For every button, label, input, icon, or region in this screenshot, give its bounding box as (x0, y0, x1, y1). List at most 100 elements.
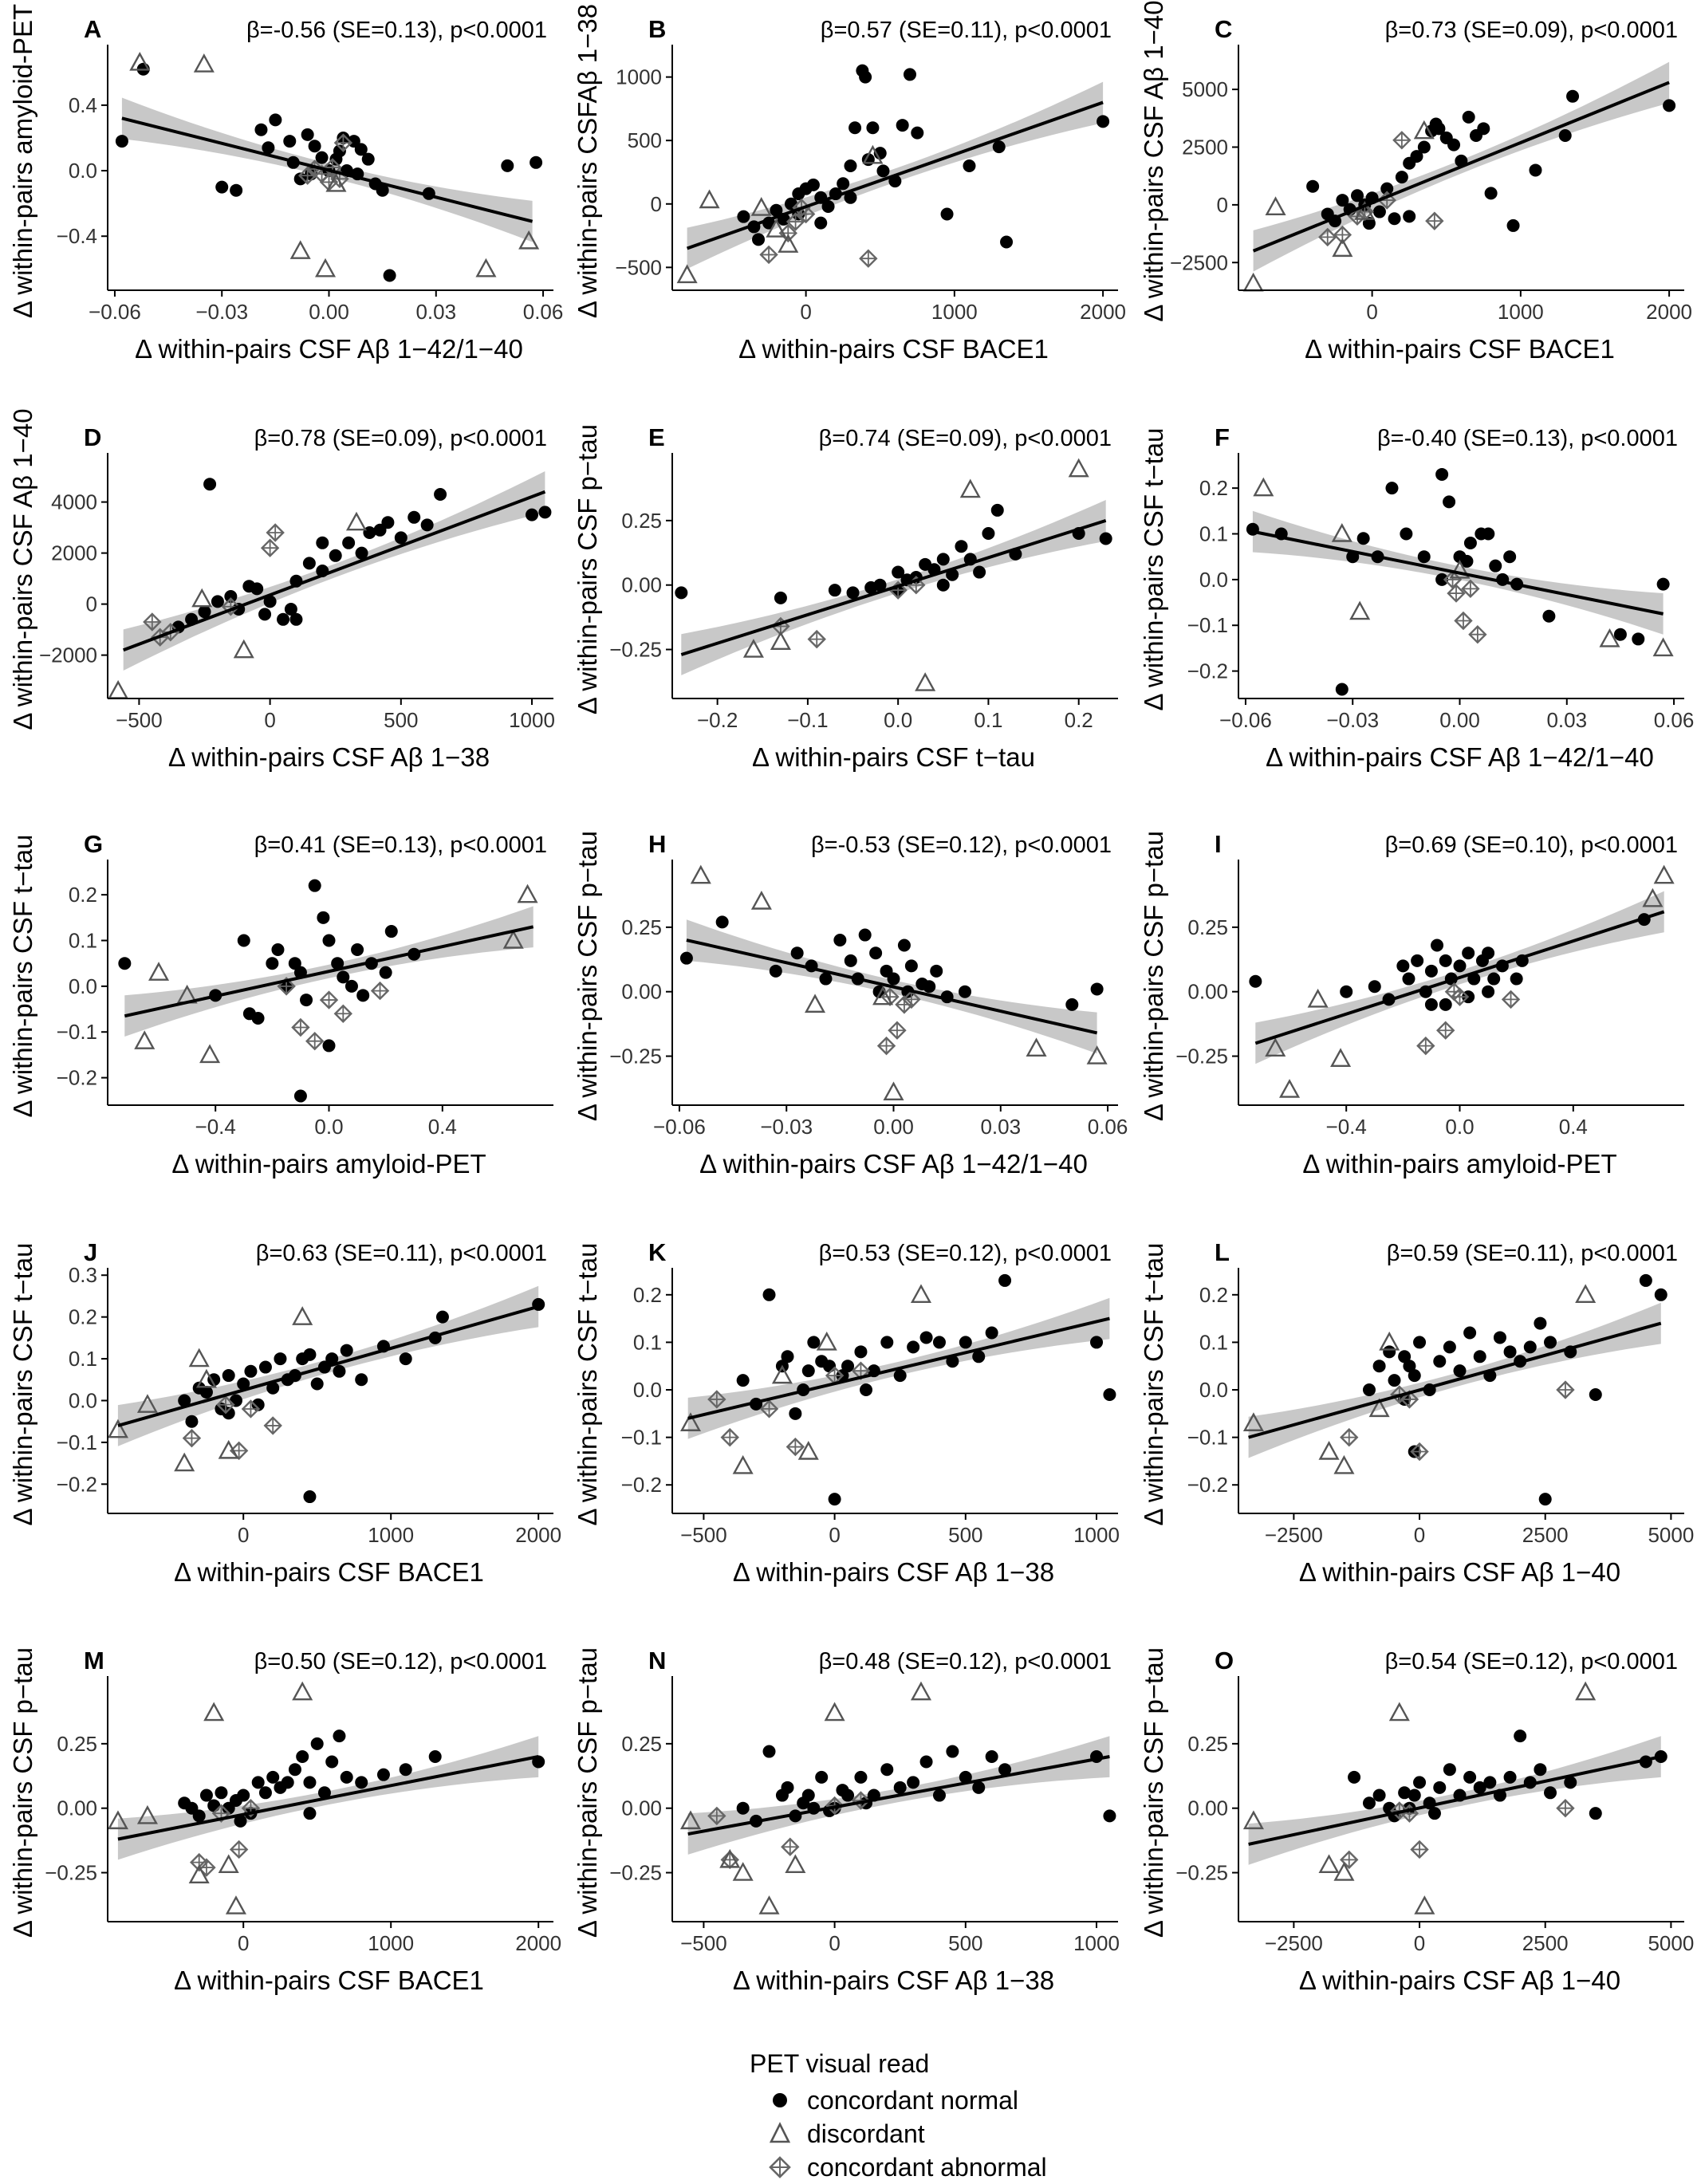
point-concordant-normal (315, 151, 329, 164)
point-concordant-normal (1403, 210, 1416, 223)
point-concordant-normal (420, 518, 434, 532)
point-concordant-normal (837, 177, 850, 191)
x-tick-label: 5000 (1648, 1523, 1694, 1547)
point-concordant-normal (828, 1493, 841, 1506)
point-concordant-normal (281, 1776, 294, 1789)
point-discordant (1599, 628, 1620, 647)
point-concordant-normal (199, 1789, 213, 1802)
x-tick-label: 2500 (1522, 1931, 1569, 1955)
x-tick-label: 0.0 (1445, 1115, 1474, 1139)
y-tick-label: 5000 (1182, 77, 1228, 101)
point-concordant-normal (303, 1807, 317, 1820)
point-discordant (797, 1441, 819, 1460)
point-discordant (732, 1454, 754, 1474)
point-concordant-normal (355, 1373, 368, 1387)
point-discordant (1333, 1862, 1355, 1881)
point-concordant-normal (1417, 140, 1431, 154)
y-tick-label: 0.1 (1199, 1330, 1228, 1354)
x-tick-label: 1000 (1498, 300, 1544, 324)
point-concordant-normal (303, 1490, 317, 1504)
point-discordant (148, 962, 170, 981)
point-concordant-abnormal (216, 1395, 235, 1415)
y-tick-label: 0.0 (69, 1388, 97, 1412)
y-tick-label: 0.00 (621, 1796, 662, 1820)
x-tick-label: −0.4 (1326, 1115, 1367, 1139)
y-tick-label: 0.00 (1187, 980, 1228, 1004)
point-discordant (1026, 1037, 1047, 1057)
point-discordant (1265, 196, 1286, 215)
point-concordant-normal (946, 1745, 959, 1758)
x-tick-label: −2500 (1265, 1523, 1323, 1547)
point-concordant-normal (215, 180, 229, 194)
panel-b: 0 1000 2000 −500 0 500 1000 Δ within-pairs CSF … (573, 4, 1126, 364)
x-tick-label: 0.4 (428, 1115, 457, 1139)
point-concordant-normal (959, 1770, 972, 1784)
point-concordant-normal (858, 928, 872, 942)
point-concordant-normal (1443, 495, 1456, 509)
point-concordant-normal (854, 1770, 868, 1784)
point-discordant (1653, 864, 1675, 884)
x-tick-label: 0.06 (1654, 708, 1695, 732)
point-discordant (732, 1862, 754, 1881)
regression-line (121, 116, 534, 223)
point-concordant-normal (538, 506, 552, 519)
x-tick-label: 2000 (515, 1523, 561, 1547)
x-tick-label: 0.4 (1559, 1115, 1588, 1139)
point-discordant (770, 631, 791, 651)
point-concordant-normal (251, 1776, 265, 1789)
point-concordant-abnormal (260, 538, 280, 557)
point-discordant (1449, 559, 1471, 579)
point-concordant-abnormal (333, 1004, 352, 1023)
point-concordant-normal (379, 966, 392, 979)
point-discordant (816, 1331, 837, 1351)
point-discordant (1575, 1681, 1597, 1701)
point-concordant-normal (1408, 1789, 1421, 1802)
point-concordant-normal (266, 1381, 280, 1395)
legend-label: concordant normal (807, 2085, 1019, 2115)
y-tick-label: −2000 (39, 643, 97, 667)
y-tick-label: −0.4 (57, 224, 97, 248)
point-concordant-normal (1348, 1770, 1361, 1784)
point-concordant-normal (1489, 559, 1502, 573)
point-concordant-normal (1403, 1360, 1416, 1373)
panel-letter: D (84, 423, 101, 451)
point-concordant-normal (998, 1273, 1012, 1287)
regression-line (123, 490, 546, 652)
point-concordant-normal (376, 183, 389, 197)
point-concordant-normal (355, 546, 368, 560)
point-concordant-normal (789, 1407, 802, 1420)
point-discordant (676, 264, 698, 284)
x-axis-label: Δ within-pairs amyloid-PET (1302, 1149, 1616, 1179)
point-concordant-normal (1402, 972, 1415, 986)
point-concordant-normal (1372, 205, 1386, 218)
point-concordant-normal (251, 1398, 265, 1411)
panel-letter: F (1215, 423, 1230, 451)
x-axis-label: Δ within-pairs CSF Aβ 1−42/1−40 (1266, 742, 1654, 772)
point-discordant (1242, 272, 1264, 292)
point-concordant-normal (1000, 235, 1014, 249)
panel-o: −2500 0 2500 5000 −0.25 0.00 0.25 Δ within-pair… (1139, 1647, 1694, 1995)
y-tick-label: 0.2 (633, 1283, 662, 1307)
dot-icon (773, 2093, 787, 2107)
point-concordant-normal (864, 580, 878, 594)
point-concordant-normal (322, 934, 336, 947)
y-tick-label: 0 (1217, 193, 1228, 217)
point-concordant-normal (1656, 577, 1670, 591)
x-tick-label: 0.03 (415, 300, 456, 324)
point-concordant-normal (435, 1310, 449, 1324)
point-discordant (174, 1452, 195, 1472)
point-concordant-normal (876, 164, 890, 178)
y-tick-label: 0.25 (1187, 915, 1228, 939)
regression-line (1254, 910, 1665, 1045)
x-tick-label: 0 (264, 708, 275, 732)
point-concordant-normal (1534, 1763, 1547, 1777)
point-concordant-normal (258, 1360, 272, 1374)
point-concordant-normal (301, 128, 314, 141)
x-tick-label: −0.06 (1219, 708, 1272, 732)
point-concordant-normal (844, 159, 857, 173)
point-concordant-normal (880, 1763, 894, 1777)
point-concordant-normal (1383, 1345, 1396, 1359)
x-tick-label: 0.00 (309, 300, 349, 324)
point-concordant-normal (866, 121, 880, 135)
point-concordant-normal (806, 178, 820, 191)
